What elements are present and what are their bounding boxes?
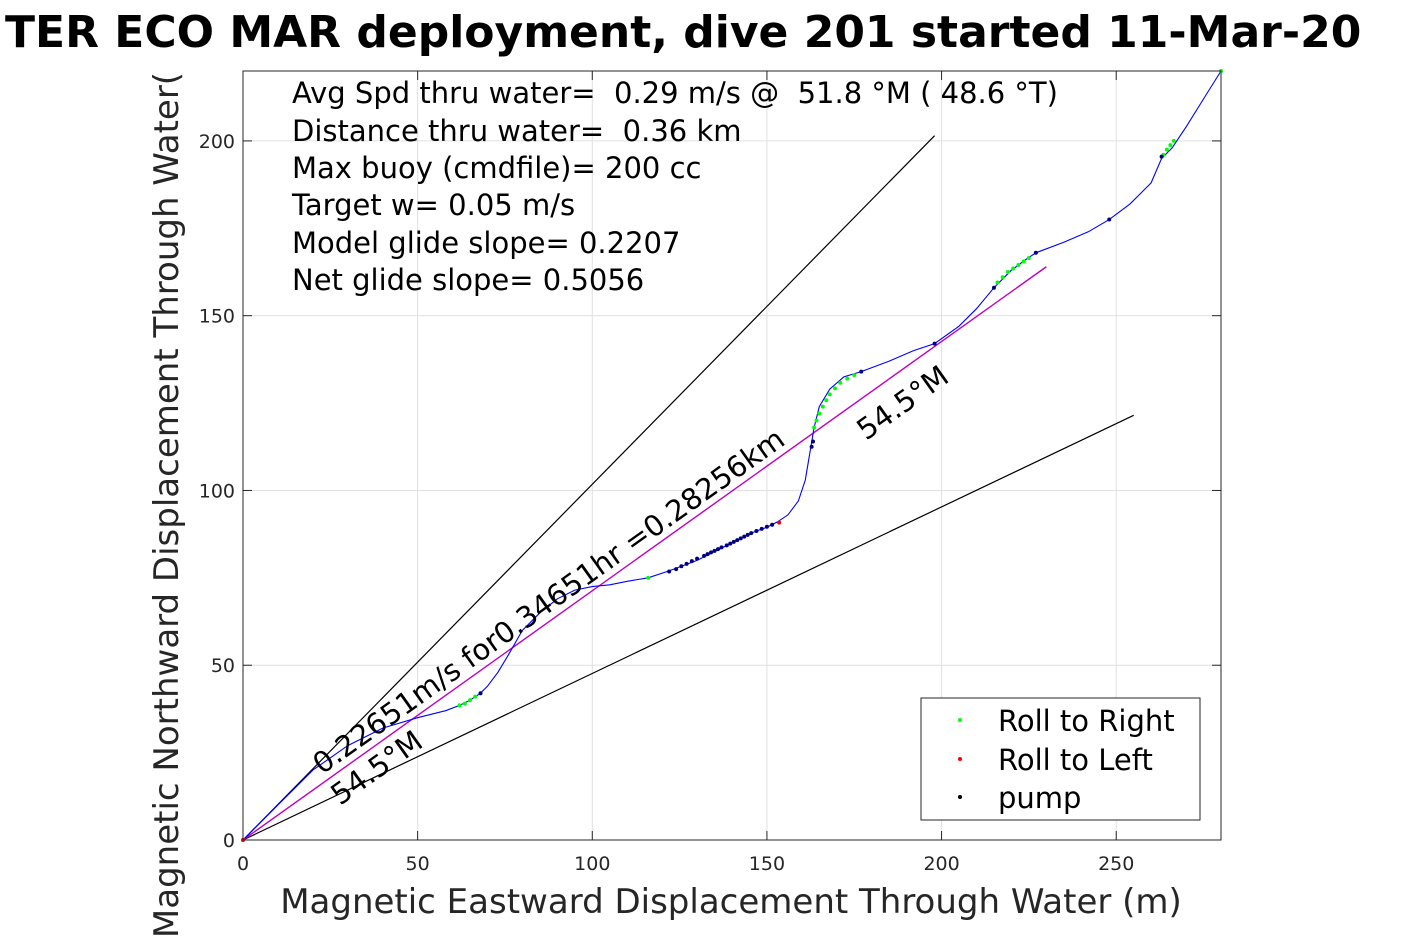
info-net-glide-slope: Net glide slope= 0.5056 bbox=[292, 263, 644, 297]
wedge-line bbox=[242, 414, 1134, 841]
roll-right-point bbox=[1005, 269, 1010, 274]
roll-right-point bbox=[852, 373, 857, 378]
roll-right-point bbox=[1164, 147, 1169, 152]
x-tick-label: 150 bbox=[749, 853, 785, 875]
pump-point bbox=[745, 532, 750, 537]
pump-point bbox=[859, 369, 864, 374]
pump-point bbox=[1107, 217, 1112, 222]
roll-right-point bbox=[817, 411, 822, 416]
pump-point bbox=[759, 526, 764, 531]
roll-right-point bbox=[845, 376, 850, 381]
legend: Roll to Right Roll to Left pump bbox=[920, 697, 1201, 821]
pump-point bbox=[991, 285, 996, 290]
legend-label-pump: pump bbox=[998, 781, 1081, 815]
pump-point bbox=[724, 543, 729, 548]
roll-right-point bbox=[1000, 275, 1005, 280]
roll-right-point bbox=[1021, 259, 1026, 264]
net-line bbox=[242, 266, 1047, 841]
pump-point bbox=[695, 556, 700, 561]
x-tick-label: 250 bbox=[1098, 853, 1134, 875]
pump-point bbox=[478, 691, 483, 696]
pump-point bbox=[738, 536, 743, 541]
pump-point bbox=[1159, 154, 1164, 159]
legend-label-roll-right: Roll to Right bbox=[998, 704, 1175, 738]
wedge-line bbox=[242, 135, 936, 841]
pump-point bbox=[932, 341, 937, 346]
roll-right-point bbox=[1026, 256, 1031, 261]
roll-right-point bbox=[838, 380, 843, 385]
x-axis-label: Magnetic Eastward Displacement Through W… bbox=[280, 882, 1182, 922]
info-distance: Distance thru water= 0.36 km bbox=[292, 114, 742, 148]
legend-marker-roll-left bbox=[958, 757, 962, 761]
roll-right-point bbox=[1011, 266, 1016, 271]
roll-right-point bbox=[1016, 262, 1021, 267]
info-model-glide-slope: Model glide slope= 0.2207 bbox=[292, 226, 680, 260]
info-text-block: Avg Spd thru water= 0.29 m/s @ 51.8 °M (… bbox=[291, 76, 1058, 297]
heading-wedge bbox=[242, 135, 1134, 841]
pump-point bbox=[689, 559, 694, 564]
y-axis-label: Magnetic Northward Displacement Through … bbox=[147, 72, 187, 938]
legend-box bbox=[920, 697, 1201, 821]
pump-point bbox=[712, 548, 717, 553]
axis-ticks: 0 50 100 150 200 250 0 50 100 150 200 bbox=[199, 71, 1221, 875]
y-tick-label: 150 bbox=[199, 306, 235, 328]
roll-right-point bbox=[468, 698, 473, 703]
roll-right-point bbox=[462, 701, 467, 706]
heading-annotation-upper: 54.5°M bbox=[850, 359, 954, 447]
pump-point bbox=[716, 547, 721, 552]
speed-annotation: 0.22651m/s for0.34651hr =0.28256km bbox=[306, 422, 790, 781]
roll-right-point bbox=[820, 404, 825, 409]
roll-right-point bbox=[995, 280, 1000, 285]
x-tick-label: 100 bbox=[574, 853, 610, 875]
roll-right-point bbox=[473, 694, 478, 699]
pump-point bbox=[749, 531, 754, 536]
y-tick-label: 200 bbox=[199, 131, 235, 153]
pump-point bbox=[728, 541, 733, 546]
pump-point bbox=[705, 552, 710, 557]
y-tick-label: 0 bbox=[223, 830, 235, 852]
pump-point bbox=[811, 439, 816, 444]
pump-point bbox=[731, 539, 736, 544]
pump-point bbox=[709, 550, 714, 555]
roll-right-point bbox=[1171, 138, 1176, 143]
y-tick-label: 50 bbox=[211, 655, 235, 677]
legend-label-roll-left: Roll to Left bbox=[998, 743, 1153, 777]
x-tick-label: 200 bbox=[923, 853, 959, 875]
net-glide-line bbox=[242, 266, 1047, 841]
pump-point bbox=[764, 524, 769, 529]
roll-right-point bbox=[812, 425, 817, 430]
roll-right-point bbox=[457, 703, 462, 708]
roll-right-point bbox=[814, 418, 819, 423]
x-tick-label: 0 bbox=[237, 853, 249, 875]
legend-marker-pump bbox=[958, 795, 962, 799]
pump-point bbox=[684, 561, 689, 566]
pump-point bbox=[679, 564, 684, 569]
pump-point bbox=[742, 534, 747, 539]
pump-point bbox=[1033, 250, 1038, 255]
roll-right-point bbox=[1168, 143, 1173, 148]
pump-point bbox=[770, 522, 775, 527]
roll-right-point bbox=[646, 575, 651, 580]
pump-point bbox=[702, 553, 707, 558]
y-tick-label: 100 bbox=[199, 480, 235, 502]
info-max-buoy: Max buoy (cmdfile)= 200 cc bbox=[292, 151, 701, 185]
x-tick-label: 50 bbox=[406, 853, 430, 875]
pump-point bbox=[674, 567, 679, 572]
roll-right-point bbox=[824, 398, 829, 403]
roll-right-point bbox=[827, 392, 832, 397]
roll-left-point bbox=[777, 520, 782, 525]
pump-point bbox=[754, 529, 759, 534]
pump-point bbox=[719, 545, 724, 550]
info-target-w: Target w= 0.05 m/s bbox=[291, 188, 575, 222]
plot-frame bbox=[242, 70, 1222, 841]
chart-title: TER ECO MAR deployment, dive 201 started… bbox=[5, 7, 1361, 58]
legend-marker-roll-right bbox=[958, 718, 962, 722]
pump-point bbox=[667, 569, 672, 574]
pump-point bbox=[735, 538, 740, 543]
pump-point bbox=[809, 444, 814, 449]
data-points bbox=[241, 69, 1223, 842]
info-avg-speed: Avg Spd thru water= 0.29 m/s @ 51.8 °M (… bbox=[292, 76, 1058, 110]
roll-right-point bbox=[833, 386, 838, 391]
